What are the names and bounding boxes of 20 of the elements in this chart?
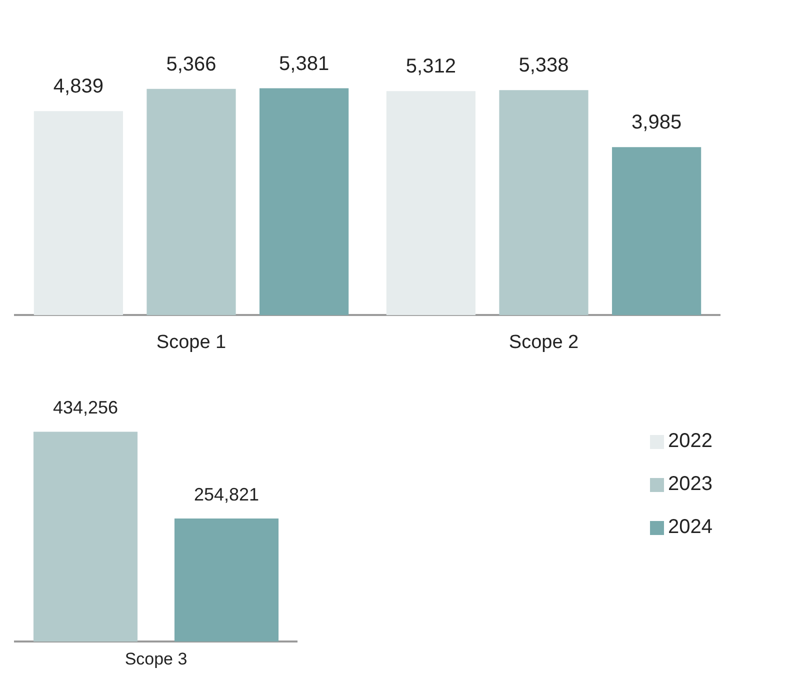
bar	[499, 90, 588, 316]
data-label: 434,256	[52, 398, 118, 418]
data-label: 4,839	[53, 76, 104, 98]
x-tick-label: Scope 2	[508, 332, 579, 353]
data-label: 254,821	[194, 484, 260, 504]
legend-label: 2024	[668, 516, 712, 539]
data-label: 5,366	[166, 53, 216, 76]
data-label: 5,338	[518, 54, 569, 77]
data-label: 5,381	[279, 52, 330, 75]
bar	[146, 88, 236, 316]
legend-label: 2023	[668, 473, 712, 496]
x-axis-title: Scope 3	[124, 649, 188, 668]
bar	[612, 147, 702, 316]
bar	[259, 88, 349, 316]
data-label: 5,312	[406, 56, 456, 78]
bar	[34, 111, 124, 316]
data-label: 3,985	[632, 112, 682, 134]
bar	[386, 91, 476, 316]
legend-label: 2022	[668, 430, 712, 453]
x-tick-label: Scope 1	[156, 332, 226, 353]
